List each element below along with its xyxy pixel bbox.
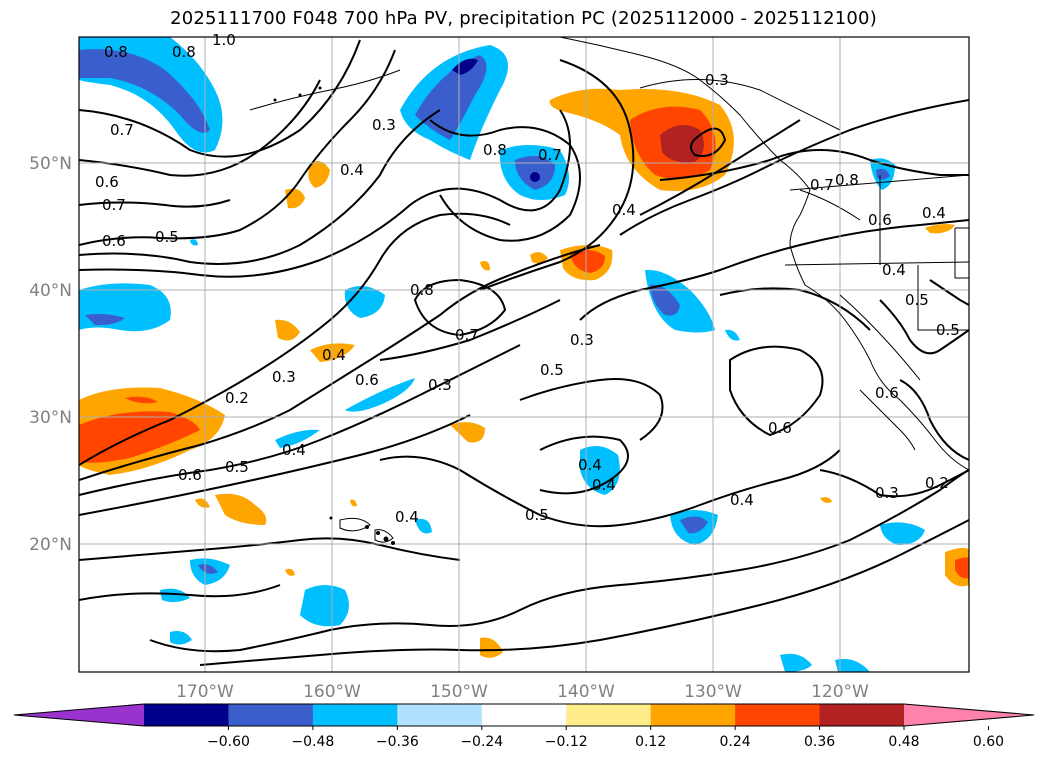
contour-label: 0.6 <box>178 466 202 484</box>
contour-label: 0.7 <box>455 326 479 344</box>
contour-label: 0.5 <box>225 458 249 476</box>
colorbar-extend-high <box>904 704 1034 726</box>
islands <box>273 86 395 545</box>
colorbar-bin <box>397 704 483 726</box>
contour-label: 0.4 <box>882 261 906 279</box>
contour-label: 0.4 <box>922 204 946 222</box>
contour-label: 0.4 <box>340 161 364 179</box>
contour-label: 0.8 <box>172 43 196 61</box>
colorbar-tick-label: 0.12 <box>635 734 666 750</box>
colorbar-outline <box>13 703 1035 727</box>
contour-label: 0.4 <box>592 476 616 494</box>
contour-label: 0.6 <box>95 173 119 191</box>
lon-label-150w: 150°W <box>430 682 488 702</box>
colorbar-bin <box>650 704 736 726</box>
colorbar-tick-label: −0.24 <box>460 734 503 750</box>
colorbar-bin <box>312 704 398 726</box>
contour-label: 0.8 <box>483 141 507 159</box>
contour-label: 0.4 <box>730 491 754 509</box>
colorbar-bin <box>144 704 229 726</box>
lon-label-170w: 170°W <box>176 682 234 702</box>
colorbar-tick-label: 0.36 <box>804 734 835 750</box>
colorbar: −0.60 −0.48 −0.36 −0.24 −0.12 0.12 0.24 0.36 0.4… <box>13 703 1035 750</box>
pv-contours <box>79 39 969 666</box>
lon-label-160w: 160°W <box>303 682 361 702</box>
contour-label: 0.8 <box>104 43 128 61</box>
contour-label: 0.5 <box>905 291 929 309</box>
contour-label: 0.3 <box>372 116 396 134</box>
colorbar-tick-label: 0.48 <box>888 734 919 750</box>
contour-labels: 0.8 0.8 1.0 0.7 0.6 0.7 0.6 0.5 0.3 0.4 … <box>95 31 960 526</box>
contour-label: 0.5 <box>525 506 549 524</box>
lat-label-40n: 40°N <box>29 281 72 301</box>
lat-label-50n: 50°N <box>29 154 72 174</box>
lon-label-130w: 130°W <box>684 682 742 702</box>
contour-label: 0.8 <box>410 281 434 299</box>
map-grid <box>79 37 969 672</box>
contour-label: 0.4 <box>612 201 636 219</box>
contour-label: 0.2 <box>225 389 249 407</box>
zero-contours <box>339 79 861 543</box>
contour-label: 0.3 <box>705 71 729 89</box>
contour-label: 0.6 <box>102 232 126 250</box>
contour-label: 0.5 <box>540 361 564 379</box>
colorbar-bin <box>735 704 821 726</box>
contour-label: 0.7 <box>110 121 134 139</box>
contour-label: 0.7 <box>810 176 834 194</box>
colorbar-bin <box>819 704 905 726</box>
latitude-labels: 50°N 40°N 30°N 20°N <box>29 154 72 555</box>
lat-label-20n: 20°N <box>29 535 72 555</box>
coastlines <box>249 37 969 471</box>
contour-label: 0.3 <box>570 331 594 349</box>
lon-label-120w: 120°W <box>811 682 869 702</box>
colorbar-extend-low <box>14 704 144 726</box>
colorbar-tick-label: −0.60 <box>207 734 250 750</box>
colorbar-tick-label: −0.48 <box>291 734 334 750</box>
contour-label: 0.3 <box>428 376 452 394</box>
contour-label: 1.0 <box>212 31 236 49</box>
contour-label: 0.4 <box>322 346 346 364</box>
contour-label: 0.2 <box>925 474 949 492</box>
lat-label-30n: 30°N <box>29 408 72 428</box>
precip-shading <box>79 37 969 672</box>
colorbar-tick-label: 0.24 <box>720 734 751 750</box>
contour-label: 0.7 <box>538 146 562 164</box>
colorbar-bin <box>228 704 314 726</box>
colorbar-bin <box>566 704 652 726</box>
longitude-labels: 170°W 160°W 150°W 140°W 130°W 120°W <box>176 682 869 702</box>
map-frame <box>78 36 970 673</box>
lon-label-140w: 140°W <box>557 682 615 702</box>
contour-label: 0.3 <box>272 368 296 386</box>
contour-label: 0.6 <box>768 419 792 437</box>
colorbar-tick-label: −0.12 <box>545 734 588 750</box>
contour-label: 0.6 <box>875 384 899 402</box>
contour-label: 0.4 <box>282 441 306 459</box>
colorbar-tick-label: 0.60 <box>973 734 1004 750</box>
contour-label: 0.5 <box>155 228 179 246</box>
colorbar-bin <box>481 704 567 726</box>
contour-label: 0.3 <box>875 484 899 502</box>
plot-title: 2025111700 F048 700 hPa PV, precipitatio… <box>170 8 877 29</box>
colorbar-tick-label: −0.36 <box>376 734 419 750</box>
contour-label: 0.6 <box>355 371 379 389</box>
contour-label: 0.4 <box>578 456 602 474</box>
contour-label: 0.6 <box>868 211 892 229</box>
contour-label: 0.4 <box>395 508 419 526</box>
contour-label: 0.5 <box>936 321 960 339</box>
contour-label: 0.7 <box>102 196 126 214</box>
contour-label: 0.8 <box>835 171 859 189</box>
